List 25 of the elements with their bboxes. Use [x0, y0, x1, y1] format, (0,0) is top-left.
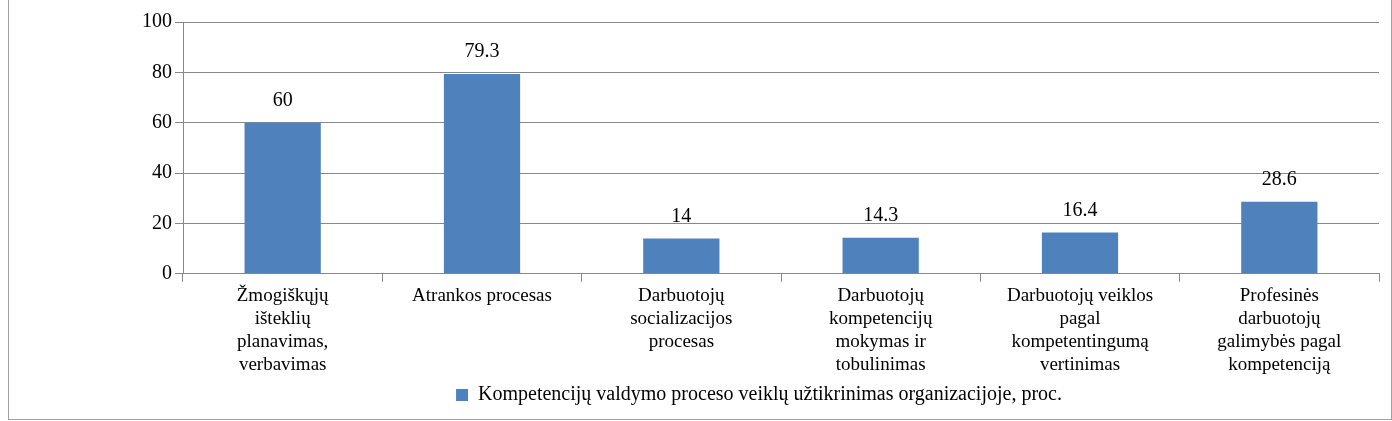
- y-tick-label: 60: [152, 109, 172, 132]
- x-tick-label: Atrankos procesas: [412, 284, 552, 306]
- bar: [1041, 232, 1119, 274]
- data-label: 28.6: [1261, 167, 1297, 190]
- x-tick-label: Profesinės darbuotojų galimybės pagal kompetenciją: [1217, 284, 1342, 374]
- data-label: 79.3: [464, 39, 500, 62]
- bar: [842, 237, 919, 274]
- data-label: 16.4: [1062, 197, 1098, 220]
- y-tick-label: 0: [162, 261, 172, 284]
- x-tick-label: Darbuotojų veiklos pagal kompetentingumą vertinimas: [1006, 284, 1154, 374]
- data-label: 14: [671, 203, 692, 226]
- bar: [244, 122, 321, 274]
- y-tick-label: 40: [152, 160, 172, 183]
- legend-label: Kompetencijų valdymo proceso veiklų užtikrinimas organizacijoje, proc.: [478, 382, 1062, 406]
- x-tick-label: Darbuotojų socializacijos procesas: [630, 284, 733, 351]
- data-label: 60: [272, 87, 293, 110]
- bar: [1241, 201, 1318, 274]
- y-tick-label: 80: [152, 59, 172, 82]
- y-tick-label: 20: [152, 210, 172, 233]
- bar: [443, 74, 521, 274]
- x-tick-label: Žmogiškųjų išteklių planavimas, verbavimas: [236, 284, 330, 374]
- y-tick-label: 100: [142, 9, 172, 32]
- bar: [643, 238, 720, 274]
- x-tick-label: Darbuotojų kompetencijų mokymas ir tobulinimas: [828, 284, 933, 374]
- data-label: 14.3: [863, 203, 899, 226]
